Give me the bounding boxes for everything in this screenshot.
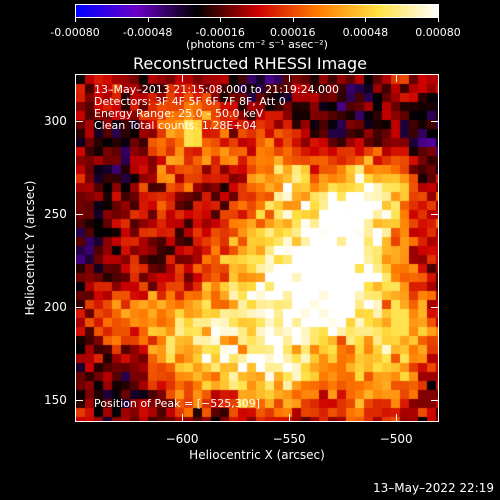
image-plot: 13–May–2013 21:15:08.000 to 21:19:24.000… — [75, 74, 439, 422]
colorbar-tick — [75, 18, 76, 22]
colorbar-tick — [365, 18, 367, 22]
colorbar-tick — [147, 18, 149, 22]
colorbar-tick — [220, 18, 222, 22]
info-time-range: 13–May–2013 21:15:08.000 to 21:19:24.000 — [94, 83, 340, 96]
info-energy-range: Energy Range: 25.0 – 50.0 keV — [94, 107, 264, 120]
x-tick-label: −600 — [165, 432, 199, 446]
x-tick-mark — [289, 414, 291, 422]
peak-position: Position of Peak = [−525,309] — [94, 397, 261, 410]
colorbar-tick-label: 0.00080 — [415, 26, 461, 39]
y-tick-mark — [431, 213, 439, 215]
footer-date: 13–May–2022 22:19 — [372, 481, 494, 495]
y-tick-label: 300 — [44, 113, 67, 128]
rhessi-heatmap — [76, 75, 438, 421]
x-tick-mark — [396, 74, 398, 82]
colorbar-tick-label: 0.00048 — [342, 26, 389, 39]
y-tick-label: 250 — [44, 206, 67, 221]
x-tick-mark — [182, 74, 184, 82]
colorbar-tick-label: 0.00016 — [270, 26, 316, 39]
colorbar-tick-label: -0.00016 — [195, 26, 245, 39]
y-tick-label: 150 — [44, 392, 67, 407]
y-tick-mark — [75, 306, 83, 308]
info-clean-counts: Clean Total counts: 1.28E+04 — [94, 119, 257, 132]
y-axis-label: Heliocentric Y (arcsec) — [23, 180, 37, 316]
y-tick-mark — [431, 120, 439, 122]
colorbar-units-label: (photons cm⁻² s⁻¹ asec⁻²) — [186, 38, 328, 51]
x-tick-mark — [289, 74, 291, 82]
y-tick-mark — [75, 120, 83, 122]
colorbar-tick — [292, 18, 294, 22]
x-tick-mark — [182, 414, 184, 422]
y-tick-label: 200 — [44, 299, 67, 314]
x-tick-label: −500 — [379, 432, 413, 446]
x-tick-label: −550 — [272, 432, 306, 446]
y-tick-mark — [75, 399, 83, 401]
colorbar-tick-label: -0.00080 — [50, 26, 100, 39]
x-axis-label: Heliocentric X (arcsec) — [189, 448, 325, 462]
info-detectors: Detectors: 3F 4F 5F 6F 7F 8F, Att 0 — [94, 95, 286, 108]
x-tick-mark — [396, 414, 398, 422]
y-tick-mark — [75, 213, 83, 215]
colorbar-tick-label: -0.00048 — [122, 26, 173, 39]
y-tick-mark — [431, 399, 439, 401]
image-title: Reconstructed RHESSI Image — [133, 54, 367, 73]
y-tick-mark — [431, 306, 439, 308]
colorbar-tick — [438, 18, 439, 22]
colorbar — [75, 4, 439, 18]
